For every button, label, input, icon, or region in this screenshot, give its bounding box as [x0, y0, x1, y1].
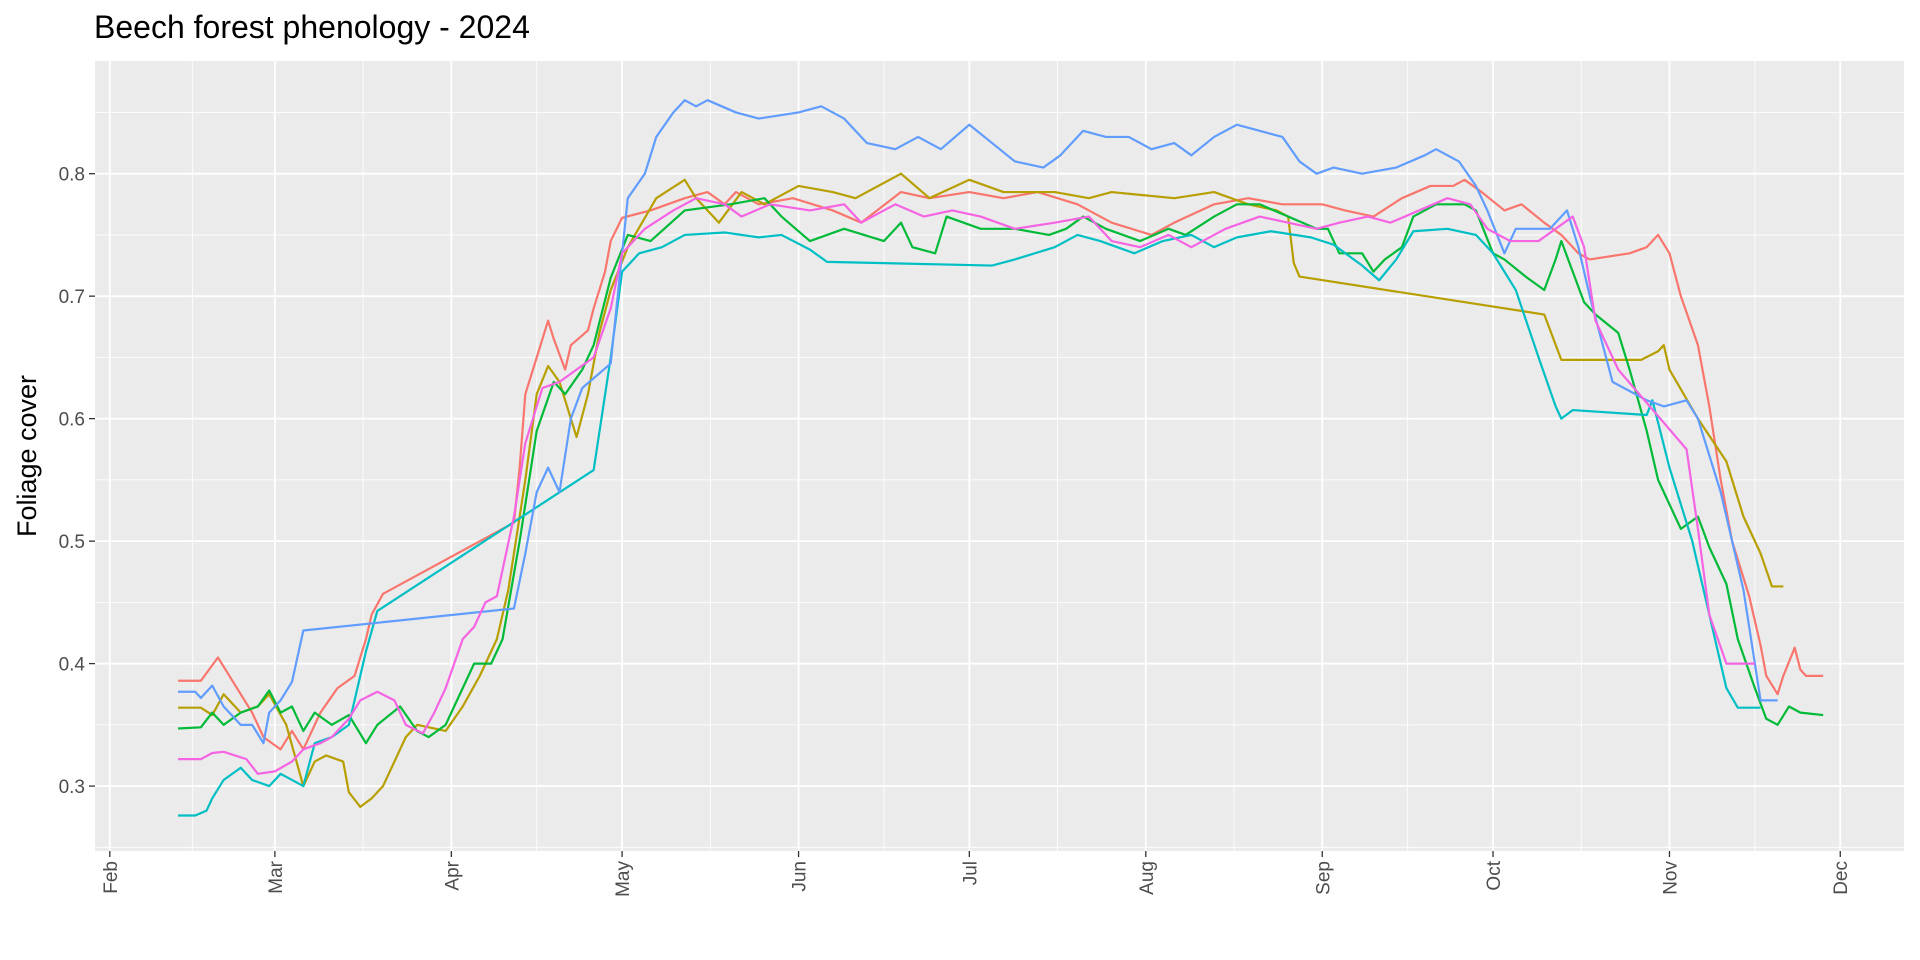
y-tick-label: 0.4 — [59, 655, 86, 676]
series-line — [178, 197, 1824, 745]
series-line — [178, 99, 1778, 745]
y-axis-title: Foliage cover — [12, 375, 42, 537]
x-tick-label: Feb — [101, 861, 122, 894]
series-line — [178, 197, 1755, 775]
series-line — [178, 172, 1784, 809]
x-tick-label: May — [613, 861, 634, 897]
x-tick-label: Oct — [1484, 860, 1505, 890]
y-tick-label: 0.6 — [59, 410, 85, 431]
y-tick-label: 0.5 — [59, 532, 85, 553]
series-line — [178, 227, 1761, 817]
x-tick-label: Sep — [1313, 861, 1334, 895]
chart-title: Beech forest phenology - 2024 — [94, 9, 530, 45]
x-tick-label: Nov — [1660, 861, 1681, 895]
x-tick-label: Apr — [442, 860, 463, 890]
plot-panel — [95, 61, 1904, 851]
x-tick-label: Jul — [960, 861, 981, 885]
x-tick-label: Dec — [1831, 861, 1852, 895]
x-tick-label: Aug — [1137, 861, 1158, 895]
y-tick-label: 0.3 — [59, 777, 85, 798]
x-tick-label: Jun — [790, 861, 811, 892]
y-tick-label: 0.7 — [59, 287, 85, 308]
y-tick-label: 0.8 — [59, 165, 85, 186]
x-tick-label: Mar — [266, 860, 287, 893]
